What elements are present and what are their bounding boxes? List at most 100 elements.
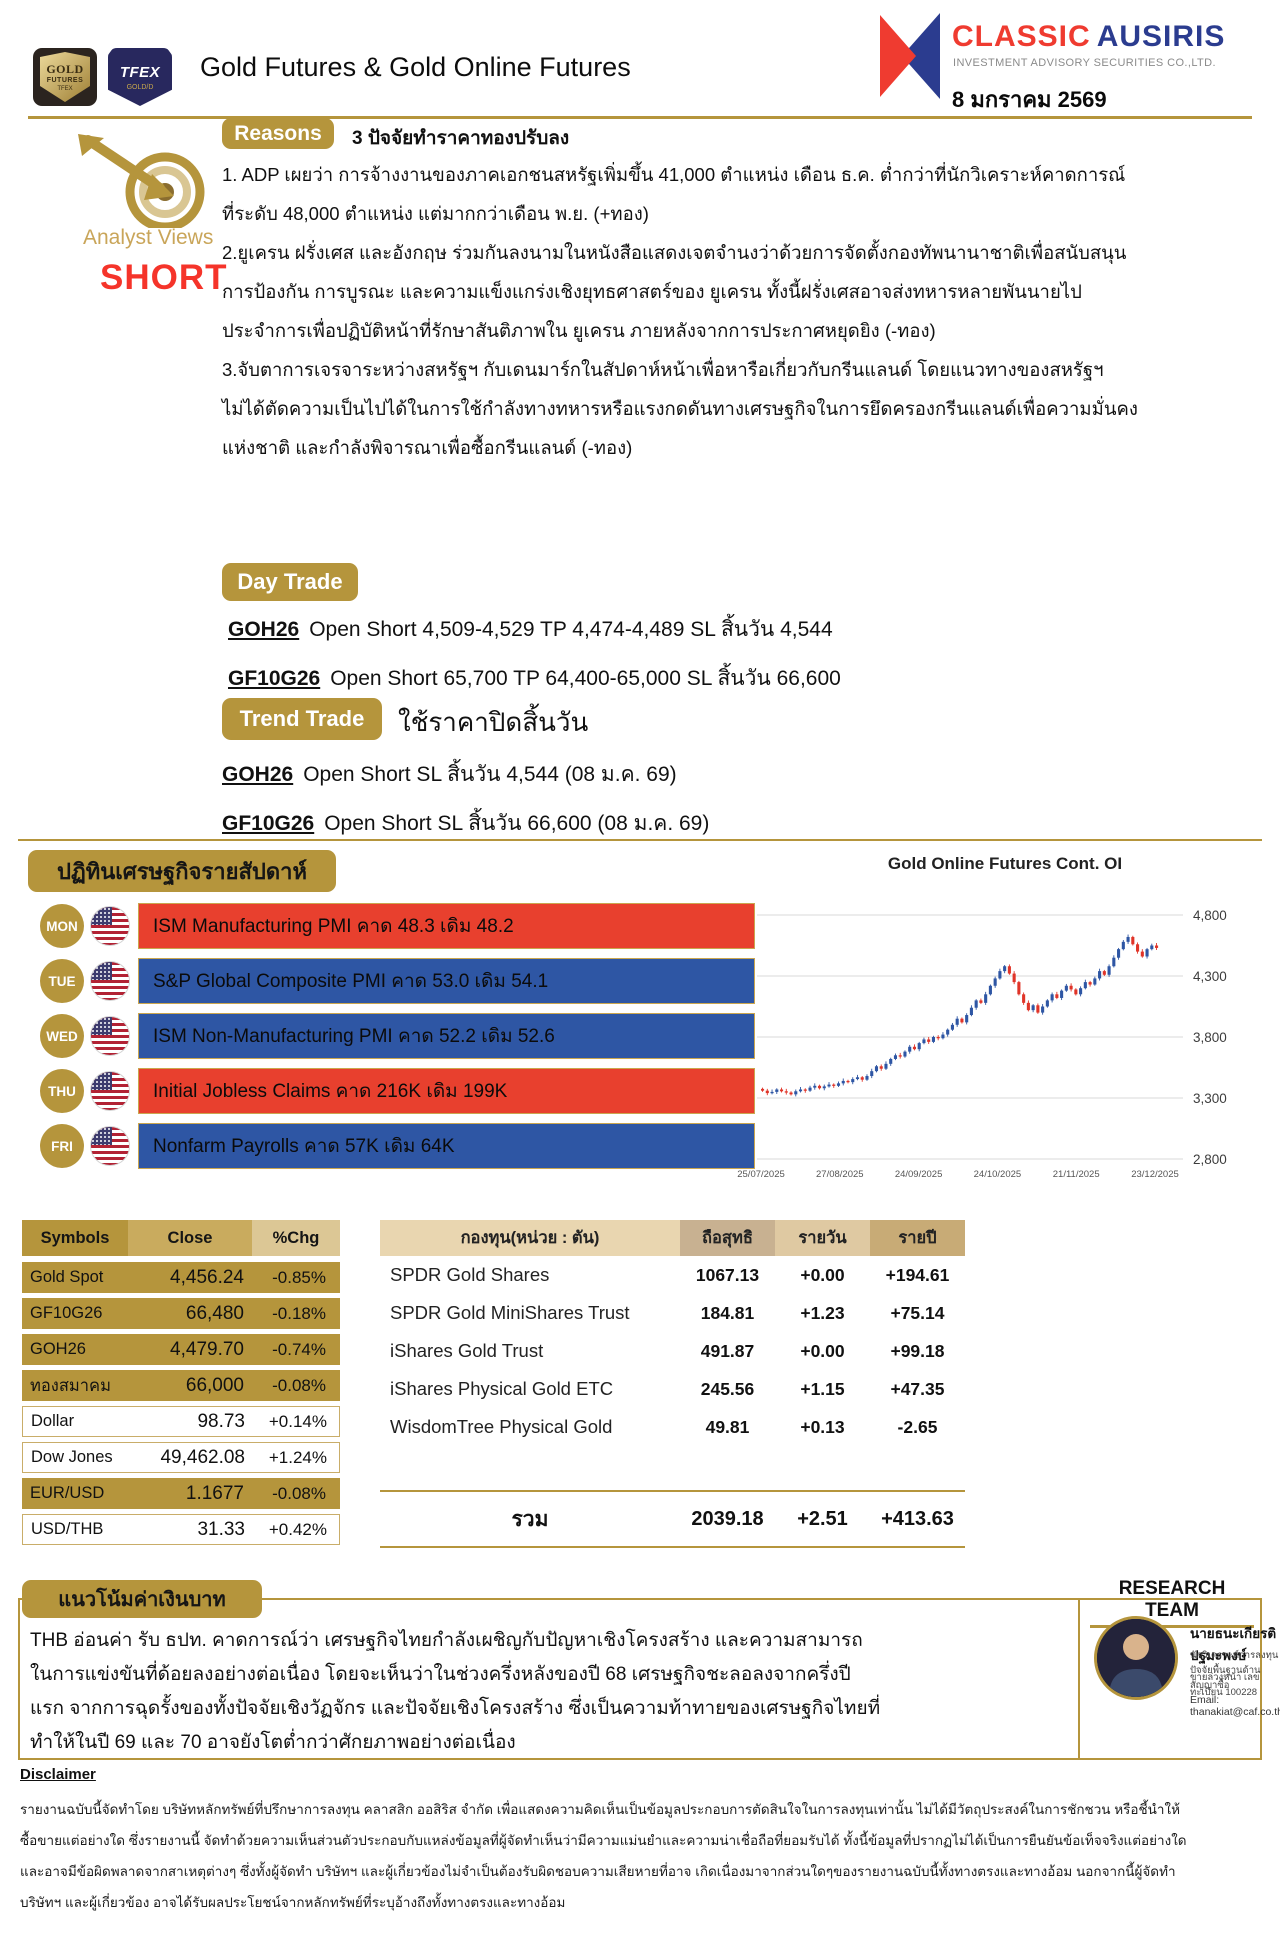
tfex-logo-subtext: GOLD/D (127, 84, 154, 91)
gold-futures-shield-icon: GOLD FUTURES TFEX (40, 52, 90, 102)
symbols-table-row: GF10G2666,480-0.18% (22, 1298, 340, 1329)
trade-text: Open Short SL สิ้นวัน 4,544 (08 ม.ค. 69) (303, 763, 676, 786)
fund-value: +99.18 (870, 1341, 965, 1362)
thb-outlook-badge: แนวโน้มค่าเงินบาท (22, 1580, 262, 1618)
trade-symbol: GF10G26 (222, 812, 314, 835)
svg-text:4,300: 4,300 (1193, 969, 1227, 984)
brand-name: CLASSICAUSIRIS (952, 20, 1225, 54)
tfex-logo: TFEX GOLD/D (108, 48, 172, 106)
thb-line: ในการแข่งขันที่ด้อยลงอย่างต่อเนื่อง โดยจ… (30, 1658, 1060, 1692)
brand-name-ausiris: AUSIRIS (1097, 20, 1226, 53)
symbol-close: 4,456.24 (128, 1262, 252, 1293)
funds-total-year: +413.63 (870, 1508, 965, 1531)
reasons-title: 3 ปัจจัยทำราคาทองปรับลง (352, 123, 569, 153)
fund-name: WisdomTree Physical Gold (380, 1416, 680, 1438)
trade-line: GF10G26Open Short SL สิ้นวัน 66,600 (08 … (222, 807, 709, 840)
analyst-views-label: Analyst Views (83, 226, 213, 250)
symbol-close: 66,000 (128, 1370, 252, 1401)
fund-value: 1067.13 (680, 1265, 775, 1286)
fund-value: 49.81 (680, 1417, 775, 1438)
symbol-name: Dow Jones (23, 1443, 129, 1472)
svg-text:25/07/2025: 25/07/2025 (737, 1169, 785, 1180)
symbol-name: USD/THB (23, 1515, 129, 1544)
calendar-event: Nonfarm Payrolls คาด 57K เดิม 64K (138, 1123, 755, 1169)
calendar-rows: MON ISM Manufacturing PMI คาด 48.3 เดิม 4… (40, 903, 755, 1178)
trade-symbol: GF10G26 (228, 667, 320, 690)
day-trade-lines: GOH26 Open Short 4,509-4,529 TP 4,474-4,4… (228, 613, 841, 711)
funds-table-row: WisdomTree Physical Gold49.81+0.13-2.65 (380, 1408, 965, 1446)
symbol-name: EUR/USD (22, 1478, 128, 1509)
symbol-close: 66,480 (128, 1298, 252, 1329)
thb-line: THB อ่อนค่า รับ ธปท. คาดการณ์ว่า เศรษฐกิ… (30, 1624, 1060, 1658)
disclaimer-line: รายงานฉบับนี้จัดทำโดย บริษัทหลักทรัพย์ที… (20, 1794, 1260, 1825)
disclaimer-line: ซื้อขายแต่อย่างใด ซึ่งรายงานนี้ จัดทำด้ว… (20, 1825, 1260, 1856)
symbols-table-row: Gold Spot4,456.24-0.85% (22, 1262, 340, 1293)
calendar-event: Initial Jobless Claims คาด 216K เดิม 199… (138, 1068, 755, 1114)
funds-table-row: SPDR Gold Shares1067.13+0.00+194.61 (380, 1256, 965, 1294)
disclaimer-line: และอาจมีข้อผิดพลาดจากสาเหตุต่างๆ ซึ่งทั้… (20, 1856, 1260, 1887)
analyst-target-icon (70, 134, 220, 233)
symbols-table-row: Dow Jones49,462.08+1.24% (22, 1442, 340, 1473)
reason-line: 1. ADP เผยว่า การจ้างงานของภาคเอกชนสหรัฐ… (222, 162, 1268, 188)
symbol-name: Gold Spot (22, 1262, 128, 1293)
fund-value: 245.56 (680, 1379, 775, 1400)
fund-value: +0.00 (775, 1341, 870, 1362)
calendar-event: S&P Global Composite PMI คาด 53.0 เดิม 5… (138, 958, 755, 1004)
gold-futures-logo: GOLD FUTURES TFEX (33, 48, 97, 106)
symbol-name: ทองสมาคม (22, 1370, 128, 1401)
reason-line: การป้องกัน การบูรณะ และความแข็งแกร่งเชิง… (222, 279, 1268, 305)
us-flag-icon (90, 961, 130, 1001)
trade-text: Open Short 65,700 TP 64,400-65,000 SL สิ… (330, 667, 841, 690)
symbol-close: 49,462.08 (129, 1443, 253, 1472)
thb-research-divider (1078, 1598, 1080, 1760)
fund-value: +0.00 (775, 1265, 870, 1286)
funds-header-cell: รายวัน (775, 1220, 870, 1256)
symbols-table-header: SymbolsClose%Chg (22, 1220, 340, 1256)
gold-futures-logo-text2: FUTURES (47, 77, 84, 84)
symbols-header-cell: Symbols (22, 1220, 128, 1256)
page-title: Gold Futures & Gold Online Futures (200, 52, 631, 83)
calendar-day-circle: TUE (40, 959, 84, 1003)
svg-text:3,800: 3,800 (1193, 1030, 1227, 1045)
calendar-title: ปฏิทินเศรษฐกิจรายสัปดาห์ (28, 850, 336, 892)
reason-line: ไม่ได้ตัดความเป็นไปได้ในการใช้กำลังทางทห… (222, 396, 1268, 422)
chart-title: Gold Online Futures Cont. OI (745, 854, 1265, 874)
fund-value: +0.13 (775, 1417, 870, 1438)
disclaimer-line: บริษัทฯ และผู้เกี่ยวข้อง อาจได้รับผลประโ… (20, 1887, 1260, 1918)
us-flag-icon (90, 1071, 130, 1111)
calendar-day-circle: WED (40, 1014, 84, 1058)
fund-name: iShares Physical Gold ETC (380, 1378, 680, 1400)
fund-value: +194.61 (870, 1265, 965, 1286)
reasons-badge: Reasons (222, 118, 334, 149)
fund-value: +1.15 (775, 1379, 870, 1400)
symbols-header-cell: Close (128, 1220, 252, 1256)
calendar-row: MON ISM Manufacturing PMI คาด 48.3 เดิม 4… (40, 903, 755, 949)
svg-text:2,800: 2,800 (1193, 1152, 1227, 1167)
symbol-close: 1.1677 (128, 1478, 252, 1509)
calendar-row: FRI Nonfarm Payrolls คาด 57K เดิม 64K (40, 1123, 755, 1169)
reason-line: ที่ระดับ 48,000 ตำแหน่ง แต่มากกว่าเดือน … (222, 201, 1268, 227)
trend-trade-badge: Trend Trade (222, 698, 382, 740)
symbols-table-row: USD/THB31.33+0.42% (22, 1514, 340, 1545)
reason-line: 2.ยูเครน ฝรั่งเศส และอังกฤษ ร่วมกันลงนาม… (222, 240, 1268, 266)
svg-text:24/10/2025: 24/10/2025 (974, 1169, 1022, 1180)
trade-text: Open Short 4,509-4,529 TP 4,474-4,489 SL… (309, 618, 832, 641)
funds-table-rows: SPDR Gold Shares1067.13+0.00+194.61SPDR … (380, 1256, 965, 1446)
symbol-name: GF10G26 (22, 1298, 128, 1329)
funds-table: กองทุน(หน่วย : ตัน)ถือสุทธิรายวันรายปี S… (380, 1220, 965, 1548)
fund-value: +75.14 (870, 1303, 965, 1324)
disclaimer-text: รายงานฉบับนี้จัดทำโดย บริษัทหลักทรัพย์ที… (20, 1794, 1260, 1918)
symbols-table-row: Dollar98.73+0.14% (22, 1406, 340, 1437)
symbols-header-cell: %Chg (252, 1220, 340, 1256)
calendar-day-circle: FRI (40, 1124, 84, 1168)
funds-total-net: 2039.18 (680, 1508, 775, 1531)
svg-text:3,300: 3,300 (1193, 1091, 1227, 1106)
calendar-day-circle: MON (40, 904, 84, 948)
trade-symbol: GOH26 (222, 763, 293, 786)
calendar-event: ISM Manufacturing PMI คาด 48.3 เดิม 48.2 (138, 903, 755, 949)
trade-symbol: GOH26 (228, 618, 299, 641)
fund-name: iShares Gold Trust (380, 1340, 680, 1362)
report-date: 8 มกราคม 2569 (952, 82, 1107, 117)
symbol-change: -0.85% (252, 1262, 332, 1293)
symbols-table-row: ทองสมาคม66,000-0.08% (22, 1370, 340, 1401)
